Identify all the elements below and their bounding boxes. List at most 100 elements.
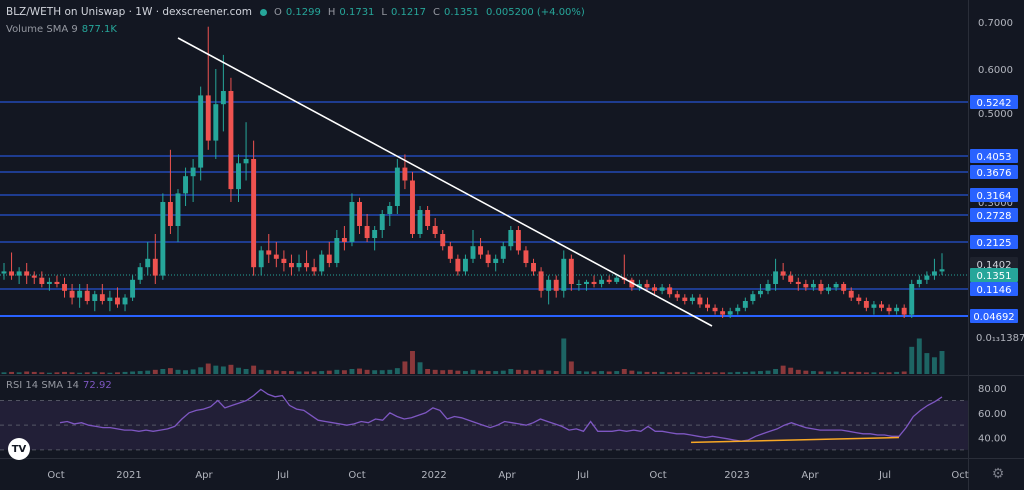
- volume-bar: [705, 372, 710, 374]
- candle-up: [236, 163, 241, 190]
- candle-up: [614, 277, 620, 282]
- candle-down: [326, 254, 332, 263]
- rsi-tick-label: 40.00: [978, 434, 1007, 445]
- volume-bar: [62, 371, 67, 374]
- volume-bar: [39, 372, 45, 374]
- candle-down: [281, 258, 287, 263]
- volume-bar: [251, 365, 257, 374]
- rsi-divergence-line: [691, 436, 899, 444]
- tradingview-logo[interactable]: TV: [8, 438, 30, 460]
- candle-up: [319, 254, 325, 272]
- volume-bar: [326, 370, 332, 374]
- volume-bar: [924, 353, 930, 374]
- candle-down: [841, 284, 847, 291]
- candle-down: [447, 246, 453, 259]
- level-tag-label: 0.5242: [977, 98, 1012, 109]
- candle-up: [379, 214, 385, 230]
- candle-down: [712, 307, 718, 312]
- time-tick-label: Oct: [951, 470, 968, 481]
- volume-bar: [228, 364, 234, 374]
- candle-down: [856, 297, 862, 301]
- candle-up: [16, 271, 22, 276]
- candle-up: [349, 202, 355, 242]
- ohlc-close-key: C: [433, 6, 440, 18]
- volume-bar: [394, 368, 400, 374]
- volume-bar: [213, 365, 219, 374]
- volume-bar: [826, 371, 831, 374]
- rsi-tick-label: 80.00: [978, 384, 1007, 395]
- volume-bar: [387, 369, 393, 374]
- candle-up: [826, 287, 831, 291]
- candle-up: [462, 258, 468, 272]
- rsi-legend[interactable]: RSI 14 SMA 14 72.92: [6, 380, 112, 391]
- volume-bar: [9, 371, 15, 374]
- volume-bar: [810, 371, 816, 374]
- gear-icon[interactable]: ⚙: [991, 466, 1005, 482]
- candle-up: [213, 104, 219, 141]
- price-tick-label: 0.5000: [978, 109, 1013, 120]
- volume-bar: [432, 369, 438, 374]
- ohlc-open-key: O: [274, 6, 282, 18]
- candle-down: [425, 210, 431, 226]
- candle-down: [568, 258, 574, 284]
- volume-bar: [500, 370, 506, 374]
- candle-up: [546, 279, 552, 291]
- time-tick-label: Jul: [276, 470, 289, 481]
- candle-up: [773, 271, 779, 284]
- trendline: [177, 37, 713, 327]
- candle-down: [266, 250, 272, 255]
- volume-bar: [160, 368, 166, 374]
- status-dot: [260, 8, 268, 16]
- volume-bar: [833, 371, 839, 374]
- volume-bar: [879, 372, 884, 374]
- volume-bar: [364, 369, 370, 374]
- volume-bar: [236, 367, 241, 374]
- candle-up: [909, 284, 915, 315]
- candle-up: [137, 267, 143, 280]
- candle-down: [288, 263, 294, 268]
- candle-up: [122, 297, 128, 305]
- candle-down: [24, 271, 30, 276]
- candle-down: [273, 254, 279, 259]
- volume-bar: [130, 371, 136, 374]
- time-tick-label: Jul: [878, 470, 891, 481]
- candle-up: [470, 246, 476, 259]
- price-tick-label: 0.6000: [978, 65, 1013, 76]
- volume-bar: [863, 372, 869, 374]
- candle-down: [818, 284, 824, 291]
- candle-down: [228, 91, 234, 190]
- symbol-title[interactable]: BLZ/WETH on Uniswap · 1W · dexscreener.c…: [6, 6, 253, 18]
- volume-bar: [493, 371, 499, 374]
- volume-bar: [931, 357, 937, 374]
- ohlc-high-key: H: [327, 6, 336, 18]
- level-tag-label: 0.4053: [977, 152, 1012, 163]
- volume-bar: [621, 368, 627, 374]
- volume-bar: [341, 370, 347, 374]
- candle-up: [183, 176, 189, 194]
- volume-bar: [803, 370, 809, 374]
- volume-bar: [636, 371, 642, 374]
- volume-bar: [697, 372, 703, 374]
- volume-bar: [939, 351, 945, 374]
- volume-bar: [485, 371, 491, 374]
- level-tag: [970, 282, 1018, 296]
- volume-bar: [818, 371, 824, 374]
- candle-up: [508, 230, 514, 247]
- ohlc-low-key: L: [381, 6, 387, 18]
- volume-bar: [31, 371, 37, 374]
- volume-bar: [901, 371, 907, 374]
- candle-down: [115, 297, 120, 305]
- level-tag: [970, 95, 1018, 109]
- volume-legend[interactable]: Volume SMA 9 877.1K: [6, 24, 117, 35]
- volume-bar: [447, 369, 453, 374]
- candle-up: [659, 287, 665, 291]
- volume-bar: [99, 372, 105, 374]
- volume-bar: [281, 371, 287, 374]
- candle-down: [9, 271, 15, 276]
- volume-bar: [258, 369, 264, 374]
- volume-bar: [349, 368, 355, 374]
- volume-bar: [720, 372, 726, 374]
- candle-up: [394, 167, 400, 206]
- price-change: 0.005200 (+4.00%): [485, 6, 585, 18]
